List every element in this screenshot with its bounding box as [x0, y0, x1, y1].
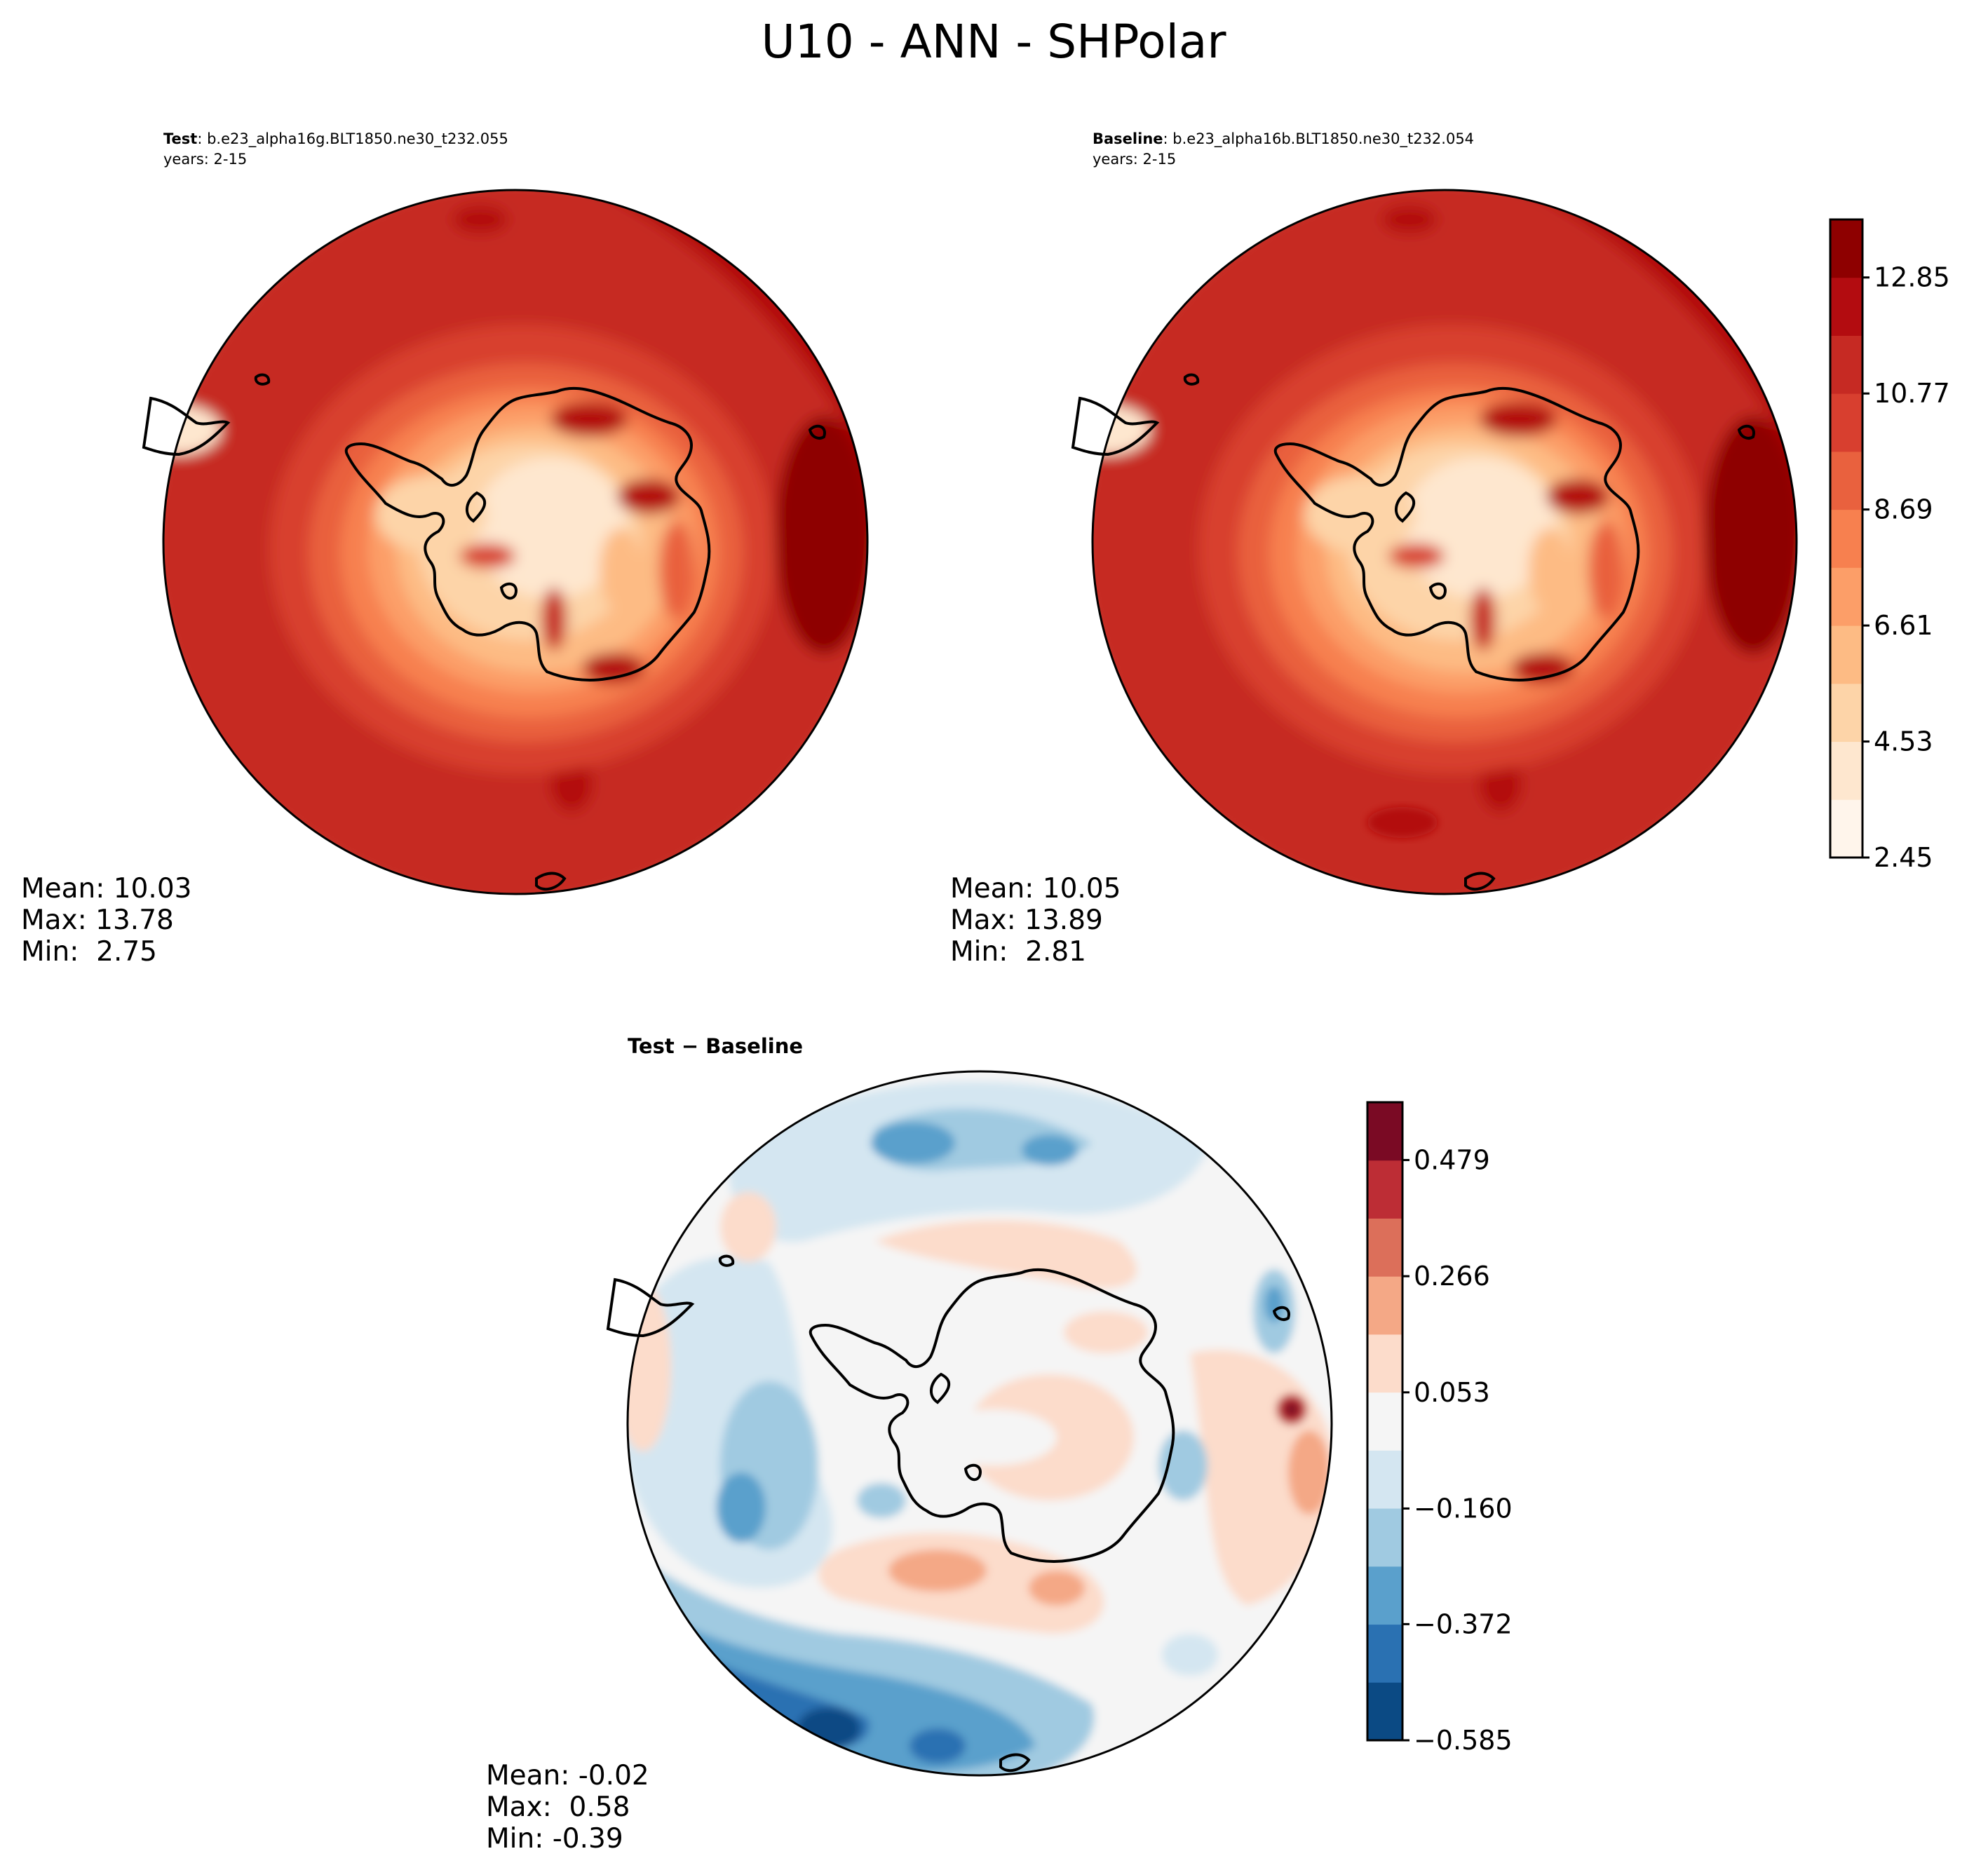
- panel-test-mean: Mean: 10.03: [21, 873, 191, 904]
- colorbar-abs-tick-label: 8.69: [1874, 494, 1933, 525]
- colorbar-diff-segment: [1367, 1624, 1402, 1683]
- colorbar-abs-tick-label: 6.61: [1874, 610, 1933, 641]
- colorbar-diff-frame: [1366, 1101, 1404, 1742]
- colorbar-abs-frame: [1829, 218, 1864, 859]
- figure-title: U10 - ANN - SHPolar: [762, 15, 1227, 69]
- colorbar-diff-segment: [1367, 1276, 1402, 1335]
- colorbar-abs-segment: [1830, 335, 1862, 394]
- colorbar-diff-segment: [1367, 1682, 1402, 1741]
- colorbar-abs-segment: [1830, 451, 1862, 510]
- colorbar-diff-segment: [1367, 1102, 1402, 1161]
- colorbar-abs-tick-label: 10.77: [1874, 378, 1950, 409]
- colorbar-abs-segment: [1830, 277, 1862, 336]
- colorbar-abs-segment: [1830, 567, 1862, 626]
- colorbar-abs-segment: [1830, 799, 1862, 858]
- panel-baseline-case-label: Baseline: b.e23_alpha16b.BLT1850.ne30_t2…: [1093, 130, 1474, 148]
- panel-diff-boundary: [626, 1070, 1333, 1777]
- panel-diff-min: Min: -0.39: [486, 1823, 623, 1855]
- panel-test-min: Min: 2.75: [21, 936, 157, 968]
- colorbar-abs-segment: [1830, 509, 1862, 568]
- colorbar-diff-segment: [1367, 1508, 1402, 1567]
- colorbar-diff-segment: [1367, 1566, 1402, 1625]
- colorbar-abs-tick-label: 2.45: [1874, 842, 1933, 873]
- colorbar-diff-segment: [1367, 1334, 1402, 1393]
- colorbar-diff-tick-label: 0.479: [1414, 1144, 1490, 1175]
- panel-test-max: Max: 13.78: [21, 904, 174, 936]
- colorbar-abs-segment: [1830, 741, 1862, 800]
- colorbar-diff-segment: [1367, 1218, 1402, 1277]
- colorbar-diff-tick-label: 0.266: [1414, 1261, 1490, 1292]
- panel-test-case-label-rest: : b.e23_alpha16g.BLT1850.ne30_t232.055: [197, 130, 508, 148]
- colorbar-abs-segment: [1830, 625, 1862, 684]
- panel-diff-map: [628, 1071, 1332, 1775]
- colorbar-abs-segment: [1830, 219, 1862, 278]
- panel-baseline-case-label-bold: Baseline: [1093, 130, 1163, 147]
- colorbar-abs-segment: [1830, 683, 1862, 743]
- colorbar-diff-tick-label: −0.585: [1414, 1725, 1513, 1756]
- panel-test: Test: b.e23_alpha16g.BLT1850.ne30_t232.0…: [21, 130, 869, 968]
- panel-diff-title: Test − Baseline: [628, 1034, 803, 1058]
- panel-baseline-min: Min: 2.81: [950, 936, 1086, 968]
- panel-baseline: Baseline: b.e23_alpha16b.BLT1850.ne30_t2…: [950, 130, 1798, 968]
- panel-test-map: [163, 190, 867, 894]
- panel-diff-max: Max: 0.58: [486, 1791, 630, 1823]
- colorbar-diff-tick-label: −0.160: [1414, 1493, 1513, 1524]
- panel-baseline-case-label-rest: : b.e23_alpha16b.BLT1850.ne30_t232.054: [1163, 130, 1475, 148]
- panel-test-years: years: 2-15: [163, 151, 247, 168]
- panel-baseline-mean: Mean: 10.05: [950, 873, 1121, 904]
- colorbar-diff-segment: [1367, 1392, 1402, 1451]
- panel-diff-mean: Mean: -0.02: [486, 1760, 649, 1791]
- colorbar-abs: 2.45 4.53 6.61 8.69 10.77 12.85: [1829, 218, 1950, 873]
- colorbar-abs-tick-label: 4.53: [1874, 726, 1933, 757]
- panel-diff: Test − Baseline Mean: -0.02 Max: 0.58 Mi…: [486, 1034, 1333, 1855]
- panel-baseline-years: years: 2-15: [1093, 151, 1176, 168]
- panel-test-boundary: [162, 189, 869, 895]
- colorbar-abs-tick-label: 12.85: [1874, 262, 1950, 293]
- panel-baseline-max: Max: 13.89: [950, 904, 1103, 936]
- panel-test-case-label: Test: b.e23_alpha16g.BLT1850.ne30_t232.0…: [163, 130, 508, 148]
- colorbar-diff-tick-label: −0.372: [1414, 1608, 1513, 1639]
- colorbar-abs-segment: [1830, 393, 1862, 452]
- colorbar-diff-tick-label: 0.053: [1414, 1377, 1490, 1408]
- panel-test-case-label-bold: Test: [163, 130, 197, 147]
- panel-baseline-map: [1093, 190, 1797, 894]
- panel-baseline-boundary: [1091, 189, 1798, 895]
- colorbar-diff-segment: [1367, 1160, 1402, 1219]
- colorbar-diff-segment: [1367, 1450, 1402, 1509]
- colorbar-diff: 0.479 0.266 0.053 −0.160 −0.372 −0.585: [1366, 1101, 1513, 1756]
